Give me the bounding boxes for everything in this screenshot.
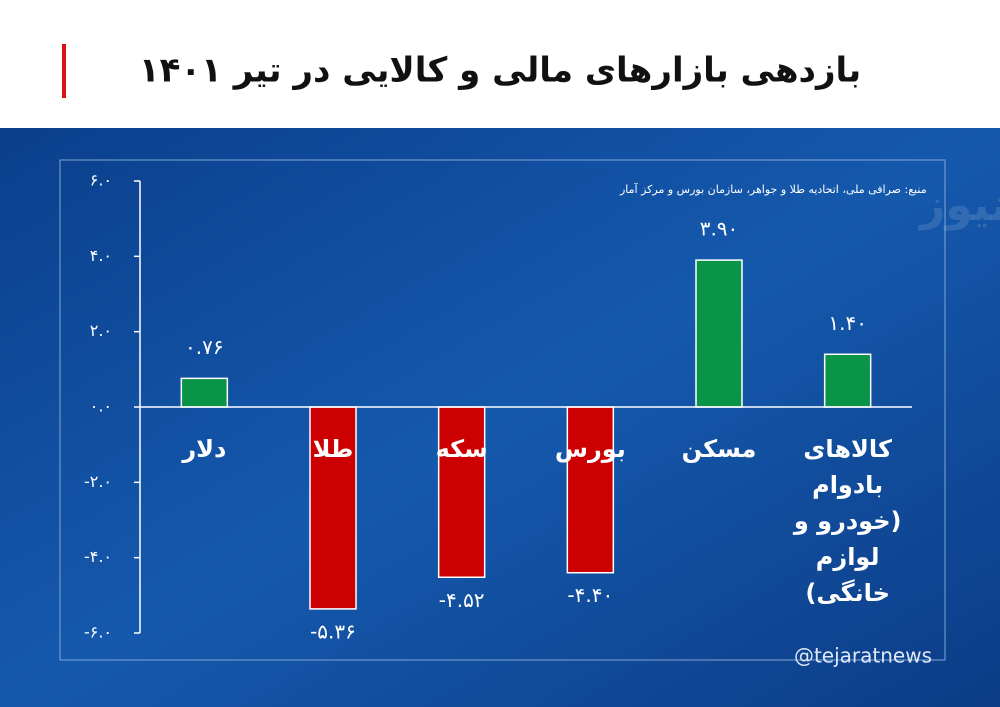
x-tick-label: بورس [554, 435, 626, 463]
y-tick-label: -۶.۰ [84, 623, 112, 642]
y-tick-label: -۴.۰ [84, 547, 112, 566]
bar [309, 406, 357, 610]
chart-title: بازدهی بازارهای مالی و کالایی در تیر ۱۴۰… [139, 51, 861, 91]
handle: @tejaratnews [794, 644, 932, 668]
title-accent [62, 44, 66, 98]
x-tick-label: سکه [435, 435, 488, 463]
x-tick-label: مسکن [681, 435, 757, 463]
watermark: تجارت نیوز [918, 180, 1000, 231]
bar [437, 406, 486, 579]
value-label: ۰.۷۶ [185, 335, 224, 359]
value-label: -۴.۴۰ [567, 583, 613, 607]
frame [59, 159, 946, 661]
y-tick-label: ۴.۰ [90, 246, 112, 265]
source-note: منبع: صرافی ملی، اتحادیه طلا و جواهر، سا… [619, 182, 927, 196]
value-label: ۱.۴۰ [828, 311, 867, 335]
value-label: -۴.۵۲ [439, 588, 485, 612]
bar [695, 259, 743, 408]
x-tick-label: طلا [312, 435, 354, 463]
panel [0, 128, 1000, 707]
y-tick-label: ۲.۰ [90, 321, 112, 340]
bar [566, 406, 615, 574]
value-label: ۳.۹۰ [700, 217, 739, 241]
bar [823, 353, 872, 408]
bar [180, 377, 229, 408]
y-tick-label: -۲.۰ [84, 472, 112, 491]
x-tick-label: دلار [182, 435, 227, 463]
value-label: -۵.۳۶ [310, 619, 356, 643]
x-tick-label: کالاهای بادوام (خودرو و لوازم خانگی) [793, 435, 902, 607]
y-tick-label: ۶.۰ [90, 171, 112, 190]
y-tick-label: ۰.۰ [90, 397, 112, 416]
